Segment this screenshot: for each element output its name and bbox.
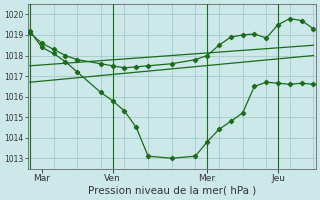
X-axis label: Pression niveau de la mer( hPa ): Pression niveau de la mer( hPa ) — [88, 186, 256, 196]
